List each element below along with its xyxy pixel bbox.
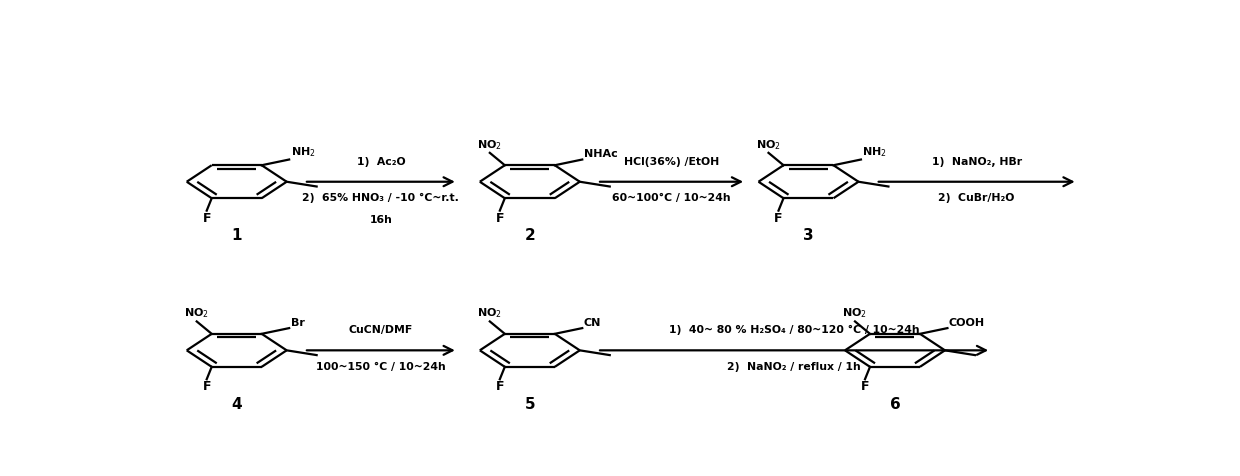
- Text: F: F: [202, 212, 211, 225]
- Text: F: F: [496, 380, 503, 393]
- Text: COOH: COOH: [949, 318, 985, 328]
- Text: 4: 4: [232, 397, 242, 412]
- Text: Br: Br: [290, 318, 305, 328]
- Text: CuCN/DMF: CuCN/DMF: [348, 325, 413, 335]
- Text: 100~150 °C / 10~24h: 100~150 °C / 10~24h: [316, 362, 445, 372]
- Text: NO$_2$: NO$_2$: [185, 307, 210, 320]
- Text: CN: CN: [584, 318, 601, 328]
- Text: 1)  NaNO₂, HBr: 1) NaNO₂, HBr: [931, 157, 1022, 167]
- Text: HCl(36%) /EtOH: HCl(36%) /EtOH: [624, 157, 719, 167]
- Text: 6: 6: [889, 397, 900, 412]
- Text: 1)  40~ 80 % H₂SO₄ / 80~120 °C / 10~24h: 1) 40~ 80 % H₂SO₄ / 80~120 °C / 10~24h: [668, 325, 919, 335]
- Text: 1)  Ac₂O: 1) Ac₂O: [357, 157, 405, 167]
- Text: NO$_2$: NO$_2$: [842, 307, 868, 320]
- Text: F: F: [202, 380, 211, 393]
- Text: NO$_2$: NO$_2$: [477, 138, 502, 152]
- Text: 2)  CuBr/H₂O: 2) CuBr/H₂O: [939, 193, 1014, 203]
- Text: 5: 5: [525, 397, 536, 412]
- Text: F: F: [861, 380, 869, 393]
- Text: 2: 2: [525, 228, 536, 243]
- Text: F: F: [774, 212, 782, 225]
- Text: NO$_2$: NO$_2$: [477, 307, 502, 320]
- Text: NHAc: NHAc: [584, 149, 618, 159]
- Text: NH$_2$: NH$_2$: [863, 145, 887, 159]
- Text: 60~100°C / 10~24h: 60~100°C / 10~24h: [613, 193, 730, 203]
- Text: 3: 3: [804, 228, 813, 243]
- Text: 1: 1: [232, 228, 242, 243]
- Text: 16h: 16h: [370, 215, 392, 225]
- Text: NH$_2$: NH$_2$: [290, 145, 315, 159]
- Text: 2)  NaNO₂ / reflux / 1h: 2) NaNO₂ / reflux / 1h: [727, 362, 861, 372]
- Text: NO$_2$: NO$_2$: [756, 138, 781, 152]
- Text: F: F: [496, 212, 503, 225]
- Text: 2)  65% HNO₃ / -10 °C~r.t.: 2) 65% HNO₃ / -10 °C~r.t.: [303, 193, 459, 203]
